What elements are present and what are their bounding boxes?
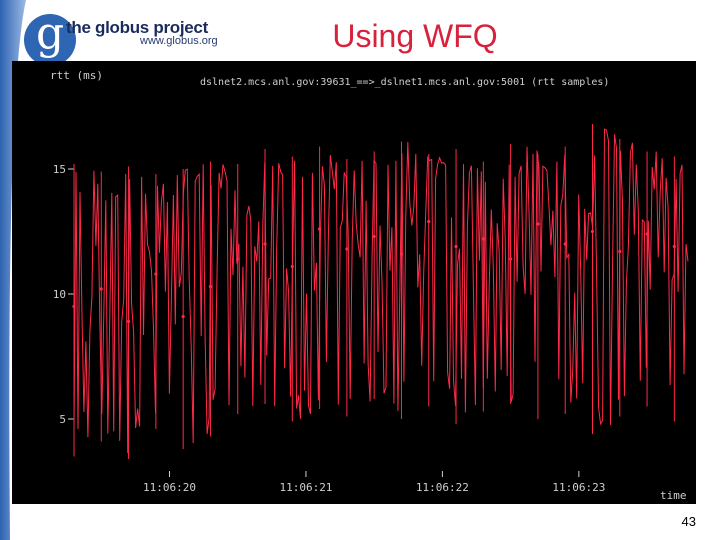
x-axis-label: time xyxy=(660,489,687,502)
rtt-sample-point xyxy=(208,284,213,289)
globus-logo: g the globus project www.globus.org xyxy=(0,0,240,70)
rtt-sample-point xyxy=(126,319,131,324)
rtt-sample-point xyxy=(345,247,349,251)
rtt-trace xyxy=(72,124,689,459)
rtt-sample-point xyxy=(72,304,76,309)
rtt-sample-point xyxy=(509,257,513,261)
globus-logo-url: www.globus.org xyxy=(140,35,218,47)
x-tick-label: 11:06:22 xyxy=(416,481,469,494)
sidebar-arc xyxy=(0,0,26,540)
x-tick-label: 11:06:23 xyxy=(552,481,605,494)
slide-title: Using WFQ xyxy=(332,18,498,54)
rtt-sample-point xyxy=(563,242,567,246)
rtt-sample-point xyxy=(645,232,649,236)
globus-logo-letter: g xyxy=(36,8,65,59)
x-tick-label: 11:06:21 xyxy=(279,481,332,494)
axis-ticks: 5 10 15 11:06:20 11:06:21 11:06:22 11:06:23 xyxy=(53,163,606,494)
globus-logo-circle xyxy=(24,14,76,66)
rtt-sample-point xyxy=(318,227,322,231)
rtt-sample-point xyxy=(181,314,185,319)
rtt-sample-point xyxy=(399,252,404,256)
rtt-sample-point xyxy=(154,272,158,276)
rtt-sample-point xyxy=(536,222,540,226)
slide-sidebar-decoration xyxy=(0,0,26,540)
rtt-sample-point xyxy=(454,244,458,249)
globus-logo-name: the globus project xyxy=(66,18,208,37)
rtt-sample-point xyxy=(618,249,622,254)
rtt-sample-point xyxy=(672,244,676,249)
rtt-sample-point xyxy=(99,287,103,291)
y-axis-label: rtt (ms) xyxy=(50,69,103,82)
chart-title: dslnet2.mcs.anl.gov:39631_==>_dslnet1.mc… xyxy=(200,77,609,88)
rtt-plot-svg: dslnet2.mcs.anl.gov:39631_==>_dslnet1.mc… xyxy=(50,69,689,502)
rtt-sample-point xyxy=(481,237,485,241)
x-tick-label: 11:06:20 xyxy=(143,481,196,494)
y-tick-label: 10 xyxy=(53,288,66,301)
slide-number: 43 xyxy=(681,514,696,529)
rtt-plot: dslnet2.mcs.anl.gov:39631_==>_dslnet1.mc… xyxy=(12,61,696,504)
rtt-series-line xyxy=(73,128,689,454)
rtt-sample-point xyxy=(427,219,431,224)
y-tick-label: 5 xyxy=(59,413,66,426)
rtt-sample-point xyxy=(372,234,376,239)
rtt-sample-point xyxy=(263,242,267,246)
rtt-sample-point xyxy=(236,257,240,261)
rtt-sample-point xyxy=(590,229,595,234)
rtt-sample-point xyxy=(290,264,294,269)
y-tick-label: 15 xyxy=(53,163,66,176)
